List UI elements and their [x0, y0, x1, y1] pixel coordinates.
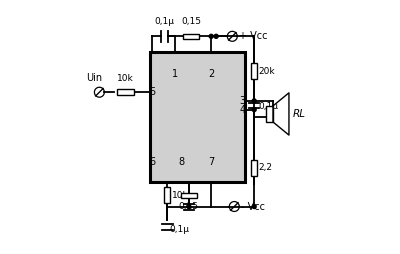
Text: - Vcc: - Vcc	[241, 201, 265, 212]
Text: 0,1μ: 0,1μ	[170, 225, 190, 234]
Circle shape	[252, 99, 256, 103]
Text: Uin: Uin	[86, 73, 102, 83]
Text: 3: 3	[240, 96, 246, 106]
Text: 4: 4	[240, 105, 246, 115]
Text: 2: 2	[208, 69, 214, 78]
Circle shape	[214, 34, 218, 38]
Text: 20k: 20k	[259, 67, 275, 76]
Circle shape	[187, 204, 191, 209]
Text: 10k: 10k	[117, 74, 134, 83]
Text: 8: 8	[178, 157, 184, 167]
Text: 7: 7	[208, 157, 214, 167]
Text: 10k: 10k	[172, 191, 188, 200]
Bar	[181, 193, 197, 198]
Bar	[117, 89, 134, 95]
Text: RL: RL	[292, 109, 306, 119]
Text: 0,15: 0,15	[179, 201, 199, 211]
Text: 5: 5	[149, 87, 156, 97]
Circle shape	[209, 34, 213, 38]
Bar	[184, 34, 199, 39]
Text: 1: 1	[172, 69, 178, 78]
Text: 0,1μ: 0,1μ	[259, 102, 279, 111]
Circle shape	[252, 108, 256, 112]
Bar	[251, 63, 257, 79]
Text: 2,2: 2,2	[259, 164, 273, 172]
Bar	[150, 53, 245, 182]
Text: 0,15: 0,15	[181, 17, 201, 26]
Circle shape	[252, 204, 256, 209]
Text: + Vcc: + Vcc	[239, 31, 268, 41]
Bar	[251, 160, 257, 176]
Text: 0,1μ: 0,1μ	[155, 17, 175, 26]
Bar	[266, 106, 273, 122]
Text: 6: 6	[149, 157, 155, 167]
Bar	[164, 187, 170, 203]
